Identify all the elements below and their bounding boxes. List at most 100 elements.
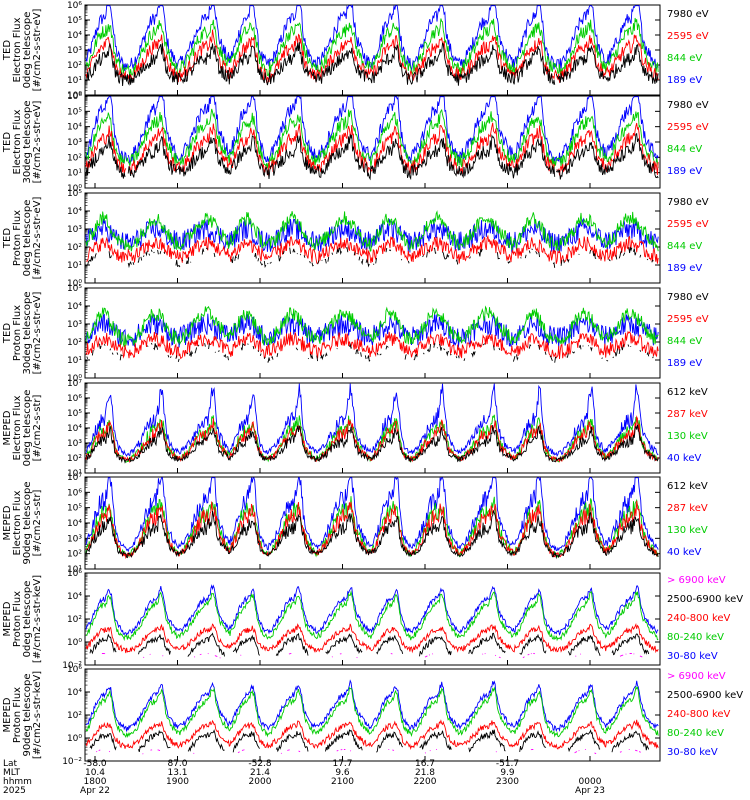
y-tick-label: 10⁶: [67, 665, 82, 675]
legend-entry: 844 eV: [667, 53, 702, 64]
y-tick-label: 10⁴: [67, 302, 82, 312]
y-tick-label: 10¹: [67, 76, 82, 86]
y-tick-label: 10⁵: [67, 409, 82, 419]
y-tick-label: 10²: [67, 454, 82, 464]
legend-entry: 240-800 keV: [667, 613, 731, 624]
x-tick-label: 17.7: [332, 759, 352, 769]
legend-entry: 2500-6900 keV: [667, 690, 743, 701]
x-tick-label: 13.1: [167, 768, 187, 778]
y-tick-label: 10⁶: [67, 394, 82, 404]
y-tick-label: 10⁶: [67, 92, 82, 102]
y-tick-label: 10⁷: [67, 473, 82, 483]
series-line-4: [85, 584, 659, 637]
legend-entry: 2595 eV: [667, 314, 709, 325]
y-axis-label: Proton Flux: [12, 687, 23, 743]
x-tick-label: 10.4: [85, 768, 105, 778]
legend-entry: 7980 eV: [667, 197, 709, 208]
y-tick-label: 10⁵: [67, 16, 82, 26]
panel-4: 10⁰ 10¹ 10² 10³ 10⁴ 10⁵ TED Proton Flux 30deg te…: [2, 284, 709, 384]
x-tick-label: -58.0: [83, 759, 107, 769]
legend-entry: 612 keV: [667, 481, 708, 492]
legend-entry: 844 eV: [667, 241, 702, 252]
legend-entry: 30-80 keV: [667, 747, 718, 758]
x-tick-label: 1900: [166, 777, 189, 787]
y-axis-label: [#/cm2-s-str-eV]: [32, 197, 43, 280]
legend-entry: > 6900 keV: [667, 575, 726, 586]
series-line-1: [85, 29, 659, 84]
y-axis-label: Electron Flux: [12, 490, 23, 555]
legend-entry: 189 eV: [667, 358, 702, 369]
x-tick-label: 1800: [84, 777, 107, 787]
y-tick-label: 10⁵: [67, 284, 82, 294]
legend-entry: 612 keV: [667, 387, 708, 398]
series-line-2: [85, 108, 659, 170]
y-tick-label: 10⁰: [67, 279, 82, 289]
y-tick-label: 10³: [67, 320, 82, 330]
series-line-1: [85, 234, 659, 264]
y-tick-label: 10⁰: [67, 374, 82, 384]
y-tick-label: 10³: [67, 225, 82, 235]
legend-entry: 2595 eV: [667, 31, 709, 42]
x-tick-label: 16.7: [415, 759, 435, 769]
series-line-0: [85, 510, 659, 560]
y-axis-label: MEPED: [2, 697, 13, 732]
x-tick-label: 21.8: [415, 768, 435, 778]
legend-entry: 2500-6900 keV: [667, 594, 743, 605]
x-tick-label: 21.4: [250, 768, 270, 778]
y-axis-label: [#/cm2-s-str-eV]: [32, 292, 43, 375]
y-tick-label: 10¹: [67, 565, 82, 575]
y-tick-label: 10⁰: [67, 184, 82, 194]
legend-entry: 844 eV: [667, 336, 702, 347]
series-line-2: [85, 719, 659, 751]
panel-7: 10⁻² 10⁰ 10² 10⁴ 10⁶ MEPED Proton Flux 0deg tel…: [2, 569, 743, 671]
y-axis-label: 30deg telescope: [22, 291, 33, 374]
legend-entry: 7980 eV: [667, 292, 709, 303]
y-axis-label: TED: [2, 228, 13, 249]
panel-3: 10⁰ 10¹ 10² 10³ 10⁴ 10⁵ TED Proton Flux 0deg tel…: [2, 189, 709, 289]
legend-entry: 80-240 keV: [667, 632, 724, 643]
y-axis-label: TED: [2, 132, 13, 153]
y-tick-label: 10⁰: [67, 734, 82, 744]
y-tick-label: 10²: [67, 153, 82, 163]
x-tick-label: 9.6: [335, 768, 350, 778]
y-tick-label: 10⁴: [67, 688, 82, 698]
series-line-2: [85, 210, 659, 252]
y-tick-label: 10¹: [67, 469, 82, 479]
series-line-1: [89, 729, 650, 753]
legend-entry: 30-80 keV: [667, 651, 718, 662]
y-tick-label: 10³: [67, 138, 82, 148]
legend-entry: 189 eV: [667, 75, 702, 86]
legend-entry: 40 keV: [667, 547, 701, 558]
legend-entry: 7980 eV: [667, 100, 709, 111]
y-tick-label: 10⁶: [67, 488, 82, 498]
legend-entry: 40 keV: [667, 453, 701, 464]
series-line-0: [85, 42, 659, 87]
x-tick-label: -52.8: [248, 759, 272, 769]
x-tick-label: 2100: [331, 777, 354, 787]
y-tick-label: 10⁴: [67, 519, 82, 529]
x-row-label: Lat: [3, 759, 18, 769]
y-tick-label: 10²: [67, 61, 82, 71]
y-tick-label: 10²: [67, 711, 82, 721]
y-axis-label: MEPED: [2, 505, 13, 540]
y-axis-label: 0deg telescope: [22, 581, 33, 658]
series-line-0: [85, 132, 659, 181]
y-axis-label: 30deg telescope: [22, 100, 33, 183]
series-line-3: [85, 383, 659, 457]
y-tick-label: 10²: [67, 615, 82, 625]
y-tick-label: 10²: [67, 550, 82, 560]
legend-entry: 287 keV: [667, 409, 708, 420]
y-axis-label: 90deg telescope: [22, 673, 33, 756]
y-axis-label: 90deg telescope: [22, 481, 33, 564]
y-axis-label: TED: [2, 323, 13, 344]
legend-entry: 240-800 keV: [667, 709, 731, 720]
y-axis-label: [#/cm2-s-str-keV]: [32, 575, 43, 663]
y-axis-label: [#/cm2-s-str-eV]: [32, 9, 43, 92]
y-tick-label: 10⁰: [67, 638, 82, 648]
panel-1: 10⁰ 10¹ 10² 10³ 10⁴ 10⁵ 10⁶ TED Electron Flux 0de…: [2, 1, 709, 101]
y-tick-label: 10⁴: [67, 424, 82, 434]
panel-frame: [84, 192, 661, 284]
y-tick-label: 10¹: [67, 356, 82, 366]
series-line-3: [85, 685, 659, 739]
